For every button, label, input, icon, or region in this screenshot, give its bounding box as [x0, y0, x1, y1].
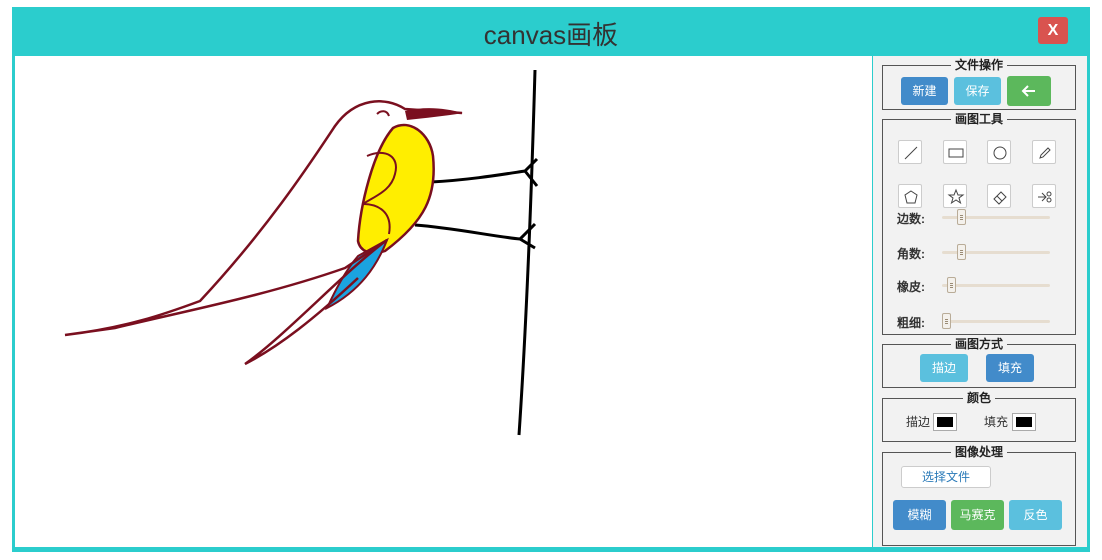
stroke-mode-button[interactable]: 描边 — [920, 354, 968, 382]
line-width-label: 粗细: — [897, 316, 925, 330]
fill-color-label: 填充 — [984, 415, 1009, 429]
rectangle-tool[interactable] — [943, 140, 967, 164]
color-legend: 颜色 — [962, 391, 995, 405]
angles-label: 角数: — [897, 247, 925, 261]
title-bar: canvas画板 X — [12, 7, 1090, 55]
circle-icon — [993, 146, 1007, 160]
line-icon — [904, 146, 918, 160]
mosaic-button[interactable]: 马赛克 — [951, 500, 1004, 530]
branch-twig-upper — [430, 157, 539, 187]
stroke-color-label: 描边 — [906, 415, 931, 429]
star-tool[interactable] — [943, 184, 967, 208]
blur-button[interactable]: 模糊 — [893, 500, 946, 530]
bird-beak — [405, 108, 463, 120]
polygon-tool[interactable] — [898, 184, 922, 208]
eraser-size-slider-thumb[interactable] — [946, 277, 956, 293]
eraser-icon — [993, 191, 1007, 205]
fill-color-swatch — [1016, 417, 1032, 427]
file-ops-group: 文件操作 新建 保存 — [882, 58, 1076, 110]
pencil-tool[interactable] — [1032, 140, 1056, 164]
bird-tail — [244, 238, 388, 366]
sides-slider-track[interactable] — [942, 216, 1050, 219]
sides-slider-thumb[interactable] — [956, 209, 966, 225]
star-icon — [947, 188, 965, 205]
bird-body — [356, 123, 435, 255]
stroke-color-picker[interactable] — [933, 413, 957, 431]
line-width-slider-thumb[interactable] — [942, 313, 951, 329]
scissors-tool[interactable] — [1032, 184, 1056, 208]
window-title: canvas画板 — [483, 20, 619, 50]
fill-mode-button[interactable]: 填充 — [986, 354, 1034, 382]
line-tool[interactable] — [898, 140, 922, 164]
pencil-icon — [1039, 147, 1051, 159]
fill-color-picker[interactable] — [1012, 413, 1036, 431]
color-group: 颜色 描边 填充 — [882, 391, 1076, 442]
eraser-tool[interactable] — [987, 184, 1011, 208]
save-button[interactable]: 保存 — [954, 77, 1001, 105]
eraser-size-slider-track[interactable] — [942, 284, 1050, 287]
draw-tools-group: 画图工具 边数: — [882, 112, 1076, 335]
branch-twig-lower — [414, 222, 537, 250]
angles-slider-track[interactable] — [942, 251, 1050, 254]
invert-button[interactable]: 反色 — [1009, 500, 1062, 530]
scissors-icon — [1038, 191, 1052, 203]
line-width-slider-track[interactable] — [942, 320, 1050, 323]
choose-file-button[interactable]: 选择文件 — [901, 466, 991, 488]
drawing-canvas[interactable] — [15, 56, 872, 547]
rectangle-icon — [948, 148, 964, 158]
canvas-drawing — [64, 69, 539, 436]
eraser-size-label: 橡皮: — [897, 280, 925, 294]
circle-tool[interactable] — [987, 140, 1011, 164]
file-ops-legend: 文件操作 — [950, 58, 1007, 72]
draw-mode-group: 画图方式 描边 填充 — [882, 337, 1076, 388]
bird-outline — [64, 100, 463, 337]
image-processing-legend: 图像处理 — [950, 445, 1007, 459]
polygon-icon — [904, 190, 918, 204]
close-button[interactable]: X — [1038, 17, 1068, 44]
back-button[interactable] — [1007, 76, 1051, 106]
draw-mode-legend: 画图方式 — [950, 337, 1007, 351]
bird-feather-marks — [362, 151, 397, 235]
new-button[interactable]: 新建 — [901, 77, 948, 105]
angles-slider-thumb[interactable] — [956, 244, 966, 260]
tool-sidebar: 文件操作 新建 保存 画图工具 — [873, 56, 1087, 547]
bird-eye — [376, 110, 390, 117]
stroke-color-swatch — [937, 417, 953, 427]
branch-trunk — [517, 69, 537, 436]
arrow-left-icon — [1021, 85, 1035, 97]
app-window: canvas画板 X 文件操作 新建 保存 — [12, 7, 1090, 552]
sides-label: 边数: — [897, 212, 925, 226]
image-processing-group: 图像处理 选择文件 模糊 马赛克 反色 — [882, 445, 1076, 546]
draw-tools-legend: 画图工具 — [950, 112, 1007, 126]
